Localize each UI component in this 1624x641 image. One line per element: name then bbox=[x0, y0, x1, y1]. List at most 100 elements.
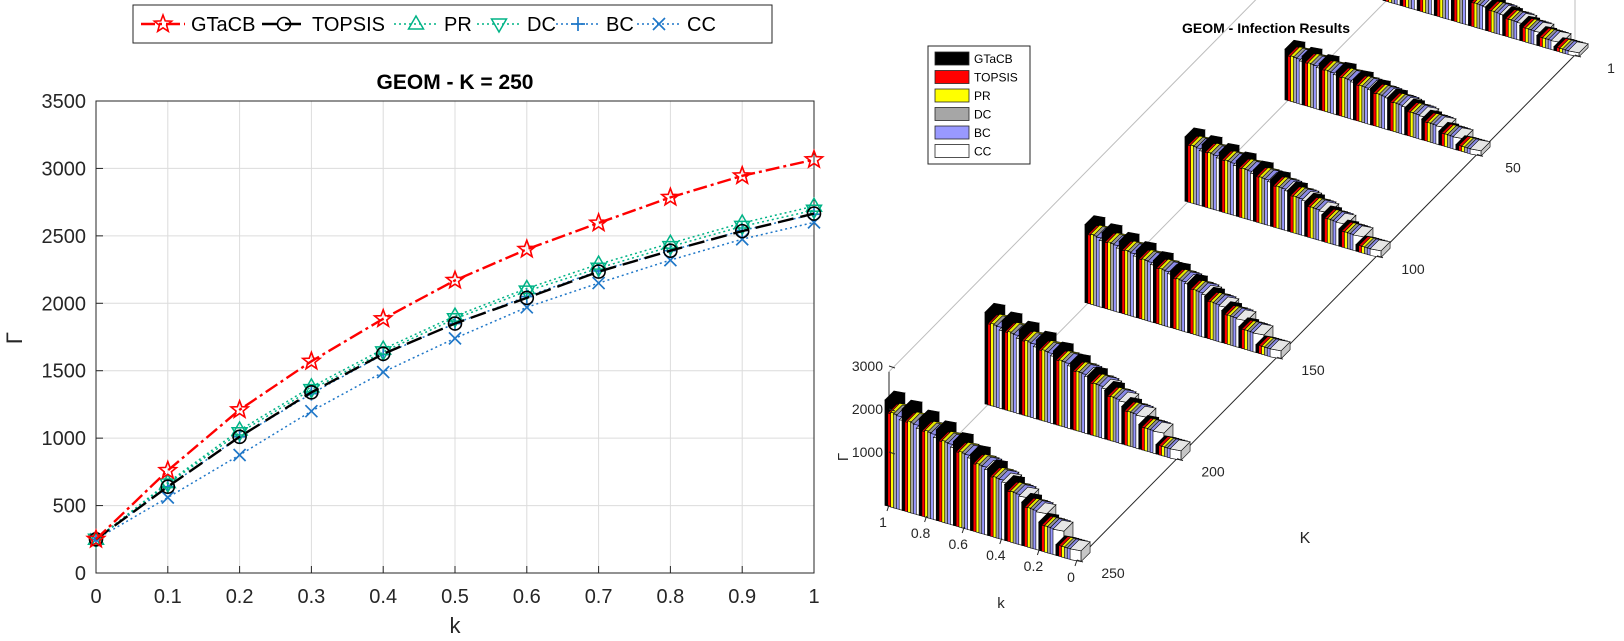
bar3d-bar-top bbox=[901, 399, 923, 412]
legend-marker bbox=[571, 17, 585, 31]
data-point bbox=[444, 269, 466, 290]
data-point bbox=[518, 278, 536, 295]
legend-items: GTaCB TOPSIS PR DC BC CC bbox=[141, 12, 716, 36]
bar3d-bar-top bbox=[969, 444, 991, 457]
bar3d-k-tick-label: 0 bbox=[1067, 569, 1075, 585]
bar3d-K-tick-label: 100 bbox=[1401, 261, 1425, 277]
bar3d-legend-item-dc: DC bbox=[934, 107, 992, 122]
bar3d-legend-item-cc: CC bbox=[934, 144, 992, 159]
bar3d-z-tick-label: 3000 bbox=[852, 358, 883, 374]
legend-marker bbox=[152, 12, 174, 34]
bar3d-bar-top bbox=[1169, 439, 1191, 452]
x-tick-label: 0.2 bbox=[226, 586, 254, 608]
legend-label: GTaCB bbox=[191, 14, 255, 36]
data-point bbox=[803, 148, 825, 169]
x-axis-label: k bbox=[450, 613, 462, 638]
bar3d-bar-top bbox=[1452, 127, 1474, 140]
x-tick-label: 0.1 bbox=[154, 586, 182, 608]
chart-title: GEOM - K = 250 bbox=[377, 71, 534, 94]
bar3d-bar-top bbox=[1069, 353, 1091, 366]
data-point bbox=[230, 426, 249, 443]
legend-marker bbox=[276, 16, 292, 32]
data-point bbox=[232, 429, 247, 445]
data-point bbox=[659, 186, 682, 207]
bar3d-k-tick bbox=[999, 537, 1003, 545]
bar3d-legend-label: CC bbox=[974, 145, 992, 159]
bar3d-K-tick bbox=[1176, 458, 1184, 462]
legend: GTaCB TOPSIS PR DC BC CC bbox=[132, 4, 773, 44]
x-tick-label: 0.4 bbox=[369, 586, 397, 608]
legend-marker bbox=[407, 14, 425, 30]
bar3d-K-tick bbox=[1376, 255, 1384, 259]
bar3d-title: GEOM - Infection Results bbox=[1182, 20, 1350, 36]
data-point bbox=[160, 479, 176, 494]
y-tick-label: 2000 bbox=[42, 293, 87, 315]
x-tick-label: 0.8 bbox=[656, 586, 684, 608]
bar3d-legend-item-gtacb: GTaCB bbox=[934, 51, 1013, 66]
bar3d-bar-top bbox=[1152, 421, 1174, 434]
bar3d-bar-top bbox=[986, 459, 1009, 471]
bar3d-chart: GEOM - Infection Results 10002000300010.… bbox=[835, 0, 1615, 612]
bar3d-bar-top bbox=[884, 390, 906, 403]
data-point bbox=[519, 290, 535, 306]
bar3d-bar-top bbox=[1218, 143, 1240, 155]
x-tick-label: 0.3 bbox=[297, 586, 325, 608]
bar3d-bar bbox=[1169, 439, 1191, 461]
bar3d-k-label: k bbox=[997, 595, 1005, 612]
bar3d-legend-swatch bbox=[934, 88, 970, 103]
x-tick-label: 0 bbox=[90, 586, 101, 608]
data-point bbox=[591, 276, 606, 290]
bar3d-k-tick bbox=[886, 504, 890, 512]
bar3d-bar-top bbox=[1269, 339, 1291, 352]
bar3d-bar-top bbox=[1201, 135, 1223, 147]
legend-label: CC bbox=[687, 14, 716, 36]
data-point bbox=[516, 237, 538, 259]
data-point bbox=[591, 264, 606, 279]
bar3d-z-label: Γ bbox=[835, 453, 852, 461]
bar3d-legend-swatch bbox=[934, 144, 970, 158]
data-point bbox=[448, 331, 462, 345]
bar3d-bar-top bbox=[1135, 405, 1157, 418]
bar3d-bar-top bbox=[1135, 241, 1157, 253]
data-point bbox=[88, 531, 104, 547]
series-line bbox=[95, 212, 815, 541]
bar3d-bar-top bbox=[1052, 519, 1074, 532]
x-tick-label: 0.9 bbox=[728, 586, 756, 608]
y-tick-label: 1500 bbox=[42, 361, 87, 383]
legend-label: TOPSIS bbox=[312, 14, 385, 36]
bar3d-legend-label: TOPSIS bbox=[974, 71, 1018, 85]
bar3d-bar-top bbox=[1101, 223, 1123, 235]
data-point bbox=[232, 448, 247, 462]
bar3d-bar-top bbox=[1469, 139, 1491, 152]
bar3d-legend: GTaCB TOPSIS PR DC BC CC bbox=[927, 45, 1031, 165]
legend-item-pr: PR bbox=[394, 14, 472, 36]
series-gtacb bbox=[85, 148, 825, 549]
data-point bbox=[446, 306, 464, 322]
data-point bbox=[304, 384, 319, 400]
bar3d-z-tick bbox=[888, 451, 896, 455]
bar3d-k-tick-label: 0.8 bbox=[911, 525, 931, 541]
y-tick-label: 0 bbox=[75, 563, 86, 585]
bar3d-K-tick bbox=[1276, 356, 1284, 360]
bar3d-legend-label: GTaCB bbox=[974, 52, 1013, 66]
bar3d-bar bbox=[1369, 239, 1391, 259]
data-point bbox=[85, 528, 107, 549]
bar3d-K-tick bbox=[1574, 54, 1582, 58]
data-point bbox=[661, 233, 680, 250]
bar3d-k-tick-label: 0.4 bbox=[986, 547, 1006, 563]
data-point bbox=[446, 313, 464, 329]
bar3d-legend-label: DC bbox=[974, 108, 992, 122]
bar3d-z-tick bbox=[888, 365, 896, 369]
data-point bbox=[447, 316, 463, 331]
y-tick-label: 3500 bbox=[42, 91, 87, 113]
bar3d-bar-top bbox=[1035, 330, 1057, 343]
data-point bbox=[376, 365, 390, 379]
bar3d-bar-top bbox=[1335, 212, 1357, 225]
y-tick-label: 1000 bbox=[42, 428, 87, 450]
bar3d-bar-top bbox=[1369, 239, 1391, 252]
bar3d-z-tick bbox=[888, 408, 896, 412]
bar3d-bar-top bbox=[1184, 127, 1206, 140]
bar3d-legend-items: GTaCB TOPSIS PR DC BC CC bbox=[934, 51, 1018, 159]
bar3d-bar-top bbox=[1352, 225, 1374, 238]
